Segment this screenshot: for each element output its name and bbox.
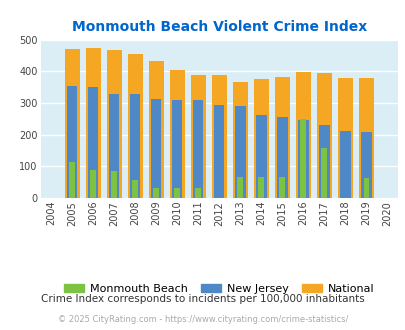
Bar (190, 75, 205, 198)
Legend: Monmouth Beach, New Jersey, National: Monmouth Beach, New Jersey, National (60, 280, 377, 298)
Bar (234, 106, 245, 198)
Bar (358, 78, 373, 198)
Text: Crime Index corresponds to incidents per 100,000 inhabitants: Crime Index corresponds to incidents per… (41, 294, 364, 304)
Bar (337, 78, 352, 198)
Bar (316, 73, 331, 198)
Bar (90, 170, 96, 198)
Bar (172, 100, 182, 198)
Bar (295, 72, 310, 198)
Bar (69, 162, 75, 198)
Bar (274, 77, 289, 198)
Bar (300, 119, 305, 198)
Bar (153, 187, 159, 198)
Bar (130, 94, 140, 198)
Bar (87, 87, 98, 198)
Bar (169, 70, 184, 198)
Bar (297, 120, 308, 198)
Bar (256, 115, 266, 198)
Bar (213, 105, 224, 198)
Bar (258, 178, 264, 198)
Bar (132, 180, 138, 198)
Bar (174, 187, 179, 198)
Bar (151, 99, 161, 198)
Bar (237, 178, 243, 198)
Bar (192, 100, 203, 198)
Bar (64, 50, 79, 198)
Bar (127, 54, 143, 198)
Bar (276, 116, 287, 198)
Bar (107, 50, 121, 198)
Bar (195, 187, 200, 198)
Bar (362, 178, 368, 198)
Bar (85, 48, 100, 198)
Bar (253, 79, 268, 198)
Title: Monmouth Beach Violent Crime Index: Monmouth Beach Violent Crime Index (71, 20, 366, 34)
Bar (67, 85, 77, 198)
Bar (148, 61, 163, 198)
Bar (211, 75, 226, 198)
Bar (109, 94, 119, 198)
Bar (321, 148, 326, 198)
Bar (339, 131, 350, 198)
Bar (111, 171, 117, 198)
Bar (232, 82, 247, 198)
Bar (360, 132, 371, 198)
Bar (279, 178, 284, 198)
Text: © 2025 CityRating.com - https://www.cityrating.com/crime-statistics/: © 2025 CityRating.com - https://www.city… (58, 315, 347, 324)
Bar (318, 125, 329, 198)
